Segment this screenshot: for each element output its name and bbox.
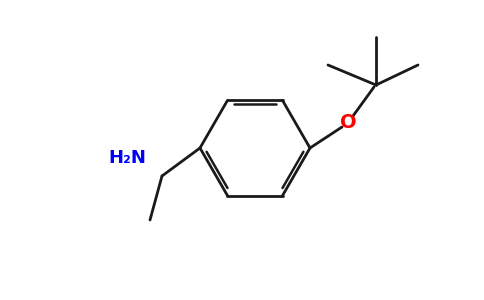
Text: H₂N: H₂N	[108, 149, 146, 167]
Text: O: O	[340, 113, 356, 133]
